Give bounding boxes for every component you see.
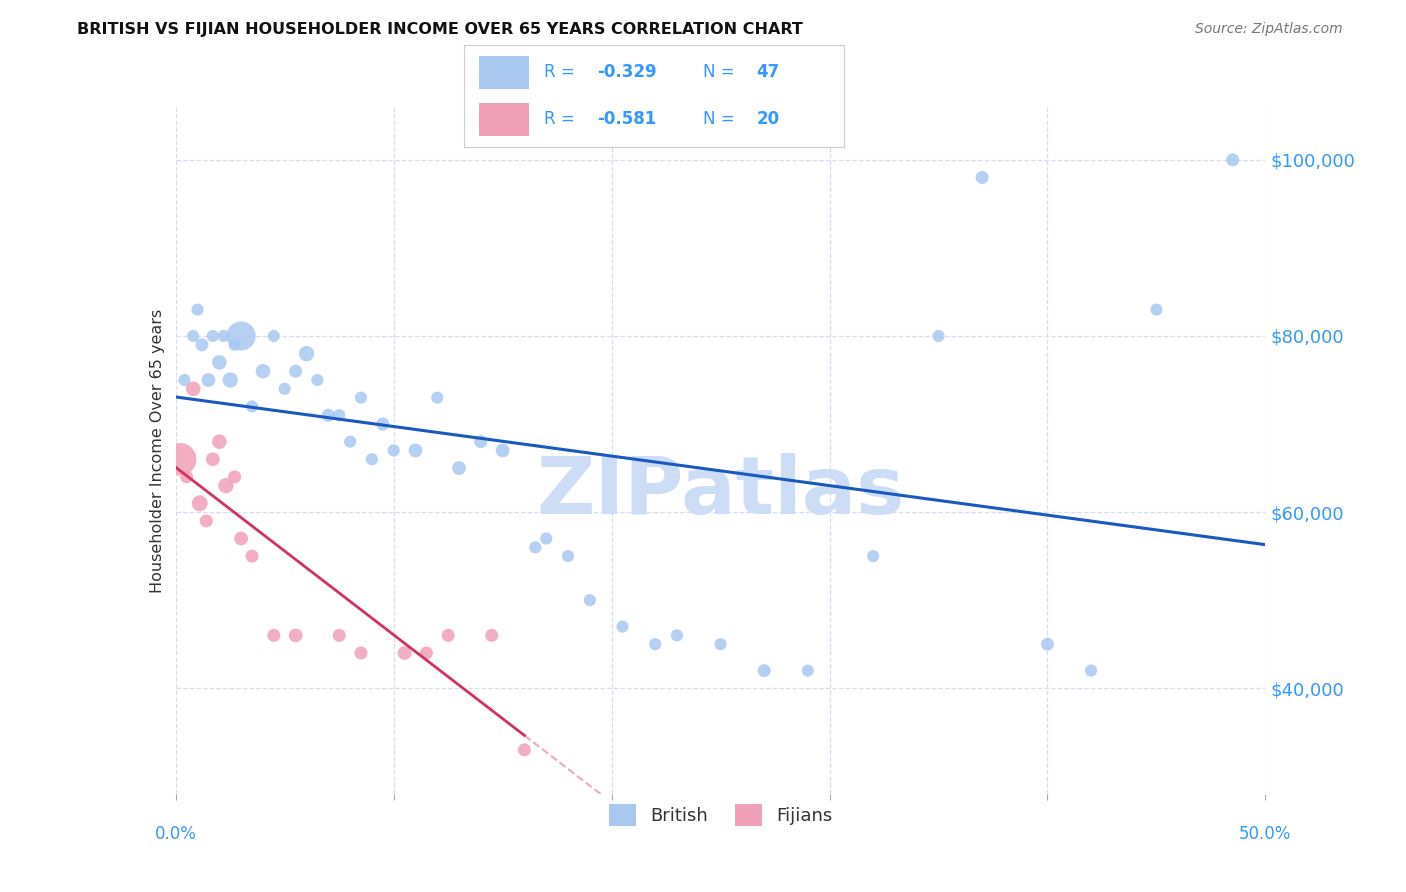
Point — [1080, 664, 1102, 678]
Point — [371, 417, 394, 431]
Text: 20: 20 — [756, 111, 779, 128]
Point — [612, 619, 634, 633]
Point — [263, 329, 285, 343]
Point — [405, 443, 427, 458]
Text: -0.581: -0.581 — [598, 111, 657, 128]
Point — [252, 364, 274, 378]
Point — [208, 355, 231, 369]
Point — [197, 373, 219, 387]
Y-axis label: Householder Income Over 65 years: Householder Income Over 65 years — [149, 309, 165, 592]
Text: 47: 47 — [756, 63, 779, 81]
Text: -0.329: -0.329 — [598, 63, 657, 81]
Point — [173, 373, 195, 387]
Text: R =: R = — [544, 111, 579, 128]
Point — [350, 391, 373, 405]
Point — [328, 628, 350, 642]
Text: R =: R = — [544, 63, 579, 81]
Text: Source: ZipAtlas.com: Source: ZipAtlas.com — [1195, 22, 1343, 37]
Point — [513, 743, 536, 757]
Point — [579, 593, 602, 607]
Point — [972, 170, 994, 185]
Point — [470, 434, 492, 449]
Point — [224, 470, 246, 484]
Point — [181, 382, 204, 396]
FancyBboxPatch shape — [479, 103, 529, 136]
Point — [361, 452, 384, 467]
Point — [195, 514, 218, 528]
Point — [215, 478, 238, 492]
Point — [644, 637, 666, 651]
Point — [328, 409, 350, 423]
Legend: British, Fijians: British, Fijians — [602, 797, 839, 833]
Point — [557, 549, 579, 563]
Point — [201, 329, 224, 343]
Point — [524, 541, 547, 555]
Text: ZIPatlas: ZIPatlas — [537, 452, 904, 531]
Point — [219, 373, 242, 387]
Point — [1222, 153, 1244, 167]
Point — [1036, 637, 1059, 651]
Point — [208, 434, 231, 449]
Text: BRITISH VS FIJIAN HOUSEHOLDER INCOME OVER 65 YEARS CORRELATION CHART: BRITISH VS FIJIAN HOUSEHOLDER INCOME OVE… — [77, 22, 803, 37]
Point — [447, 461, 470, 475]
Point — [710, 637, 733, 651]
Point — [797, 664, 820, 678]
Point — [274, 382, 297, 396]
Point — [382, 443, 405, 458]
Point — [534, 532, 557, 546]
Point — [295, 346, 318, 360]
Point — [176, 470, 198, 484]
Point — [492, 443, 515, 458]
Point — [426, 391, 449, 405]
Text: N =: N = — [703, 111, 740, 128]
Point — [862, 549, 884, 563]
Point — [263, 628, 285, 642]
Text: 0.0%: 0.0% — [155, 825, 197, 843]
Point — [666, 628, 689, 642]
Point — [284, 628, 307, 642]
Text: 50.0%: 50.0% — [1239, 825, 1292, 843]
Point — [212, 329, 235, 343]
Point — [437, 628, 460, 642]
Point — [191, 338, 214, 352]
Point — [318, 409, 340, 423]
Point — [181, 329, 204, 343]
Point — [240, 400, 263, 414]
Point — [415, 646, 437, 660]
Point — [169, 452, 191, 467]
FancyBboxPatch shape — [479, 56, 529, 88]
Point — [394, 646, 416, 660]
Point — [284, 364, 307, 378]
Point — [339, 434, 361, 449]
Point — [186, 302, 209, 317]
Point — [201, 452, 224, 467]
Point — [754, 664, 776, 678]
Point — [307, 373, 329, 387]
Point — [350, 646, 373, 660]
Point — [481, 628, 503, 642]
Point — [1146, 302, 1168, 317]
Point — [231, 329, 253, 343]
Point — [240, 549, 263, 563]
Point — [928, 329, 950, 343]
Text: N =: N = — [703, 63, 740, 81]
Point — [224, 338, 246, 352]
Point — [231, 532, 253, 546]
Point — [188, 496, 211, 510]
